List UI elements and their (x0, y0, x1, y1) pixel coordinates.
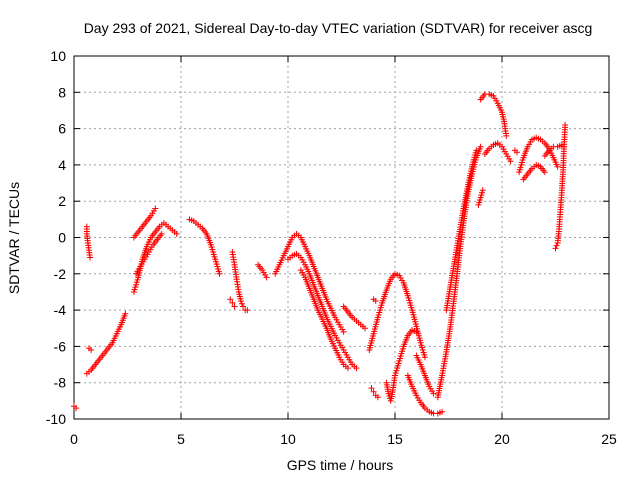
y-tick-label: 2 (58, 193, 66, 209)
data-point (372, 298, 379, 305)
y-tick-label: -10 (46, 411, 66, 427)
data-point (73, 405, 80, 412)
data-point (229, 299, 236, 306)
y-axis: -10 -8 -6 -4 -2 0 2 4 6 8 10 (46, 48, 609, 427)
data-point (244, 307, 251, 314)
data-point (263, 274, 270, 281)
y-tick-label: -8 (54, 375, 67, 391)
data-point (374, 394, 381, 401)
data-point (122, 310, 129, 317)
data-point-interp (238, 300, 245, 307)
data-points (71, 91, 569, 417)
data-point (562, 121, 569, 128)
y-tick-label: 8 (58, 84, 66, 100)
y-axis-label: SDTVAR / TECUs (6, 182, 22, 294)
data-point (152, 205, 159, 212)
data-point (430, 390, 437, 397)
data-point (413, 328, 420, 335)
data-point (507, 158, 514, 165)
data-point (173, 230, 180, 237)
data-point (216, 270, 223, 277)
data-point (231, 303, 238, 310)
data-point (479, 187, 486, 194)
y-tick-label: 10 (50, 48, 66, 64)
data-point (513, 149, 520, 156)
x-tick-label: 5 (177, 431, 185, 447)
x-tick-label: 25 (601, 431, 617, 447)
y-tick-label: -6 (54, 338, 67, 354)
y-tick-label: 4 (58, 157, 66, 173)
data-point (88, 347, 95, 354)
data-point (340, 328, 347, 335)
data-point (240, 303, 247, 310)
y-tick-label: 6 (58, 121, 66, 137)
data-point (237, 298, 244, 305)
data-point (554, 163, 561, 170)
x-axis-label: GPS time / hours (287, 457, 394, 473)
data-point-interp (553, 242, 560, 249)
data-point (87, 254, 94, 261)
x-tick-label: 20 (494, 431, 510, 447)
x-tick-label: 15 (387, 431, 403, 447)
data-point (227, 296, 234, 303)
y-tick-label: -2 (54, 266, 67, 282)
data-point (552, 245, 559, 252)
data-point (421, 354, 428, 361)
chart-title: Day 293 of 2021, Sidereal Day-to-day VTE… (84, 20, 593, 36)
data-point (353, 365, 360, 372)
y-tick-label: -4 (54, 302, 67, 318)
data-point (477, 143, 484, 150)
data-point (368, 385, 375, 392)
data-point (473, 147, 480, 154)
data-point (370, 388, 377, 395)
data-point (362, 325, 369, 332)
y-tick-label: 0 (58, 230, 66, 246)
x-tick-label: 10 (280, 431, 296, 447)
data-point (158, 230, 165, 237)
data-point (439, 408, 446, 415)
data-point (541, 169, 548, 176)
x-tick-label: 0 (70, 431, 78, 447)
data-point (503, 132, 510, 139)
data-point (344, 365, 351, 372)
x-axis: 0 5 10 15 20 25 (70, 56, 617, 447)
